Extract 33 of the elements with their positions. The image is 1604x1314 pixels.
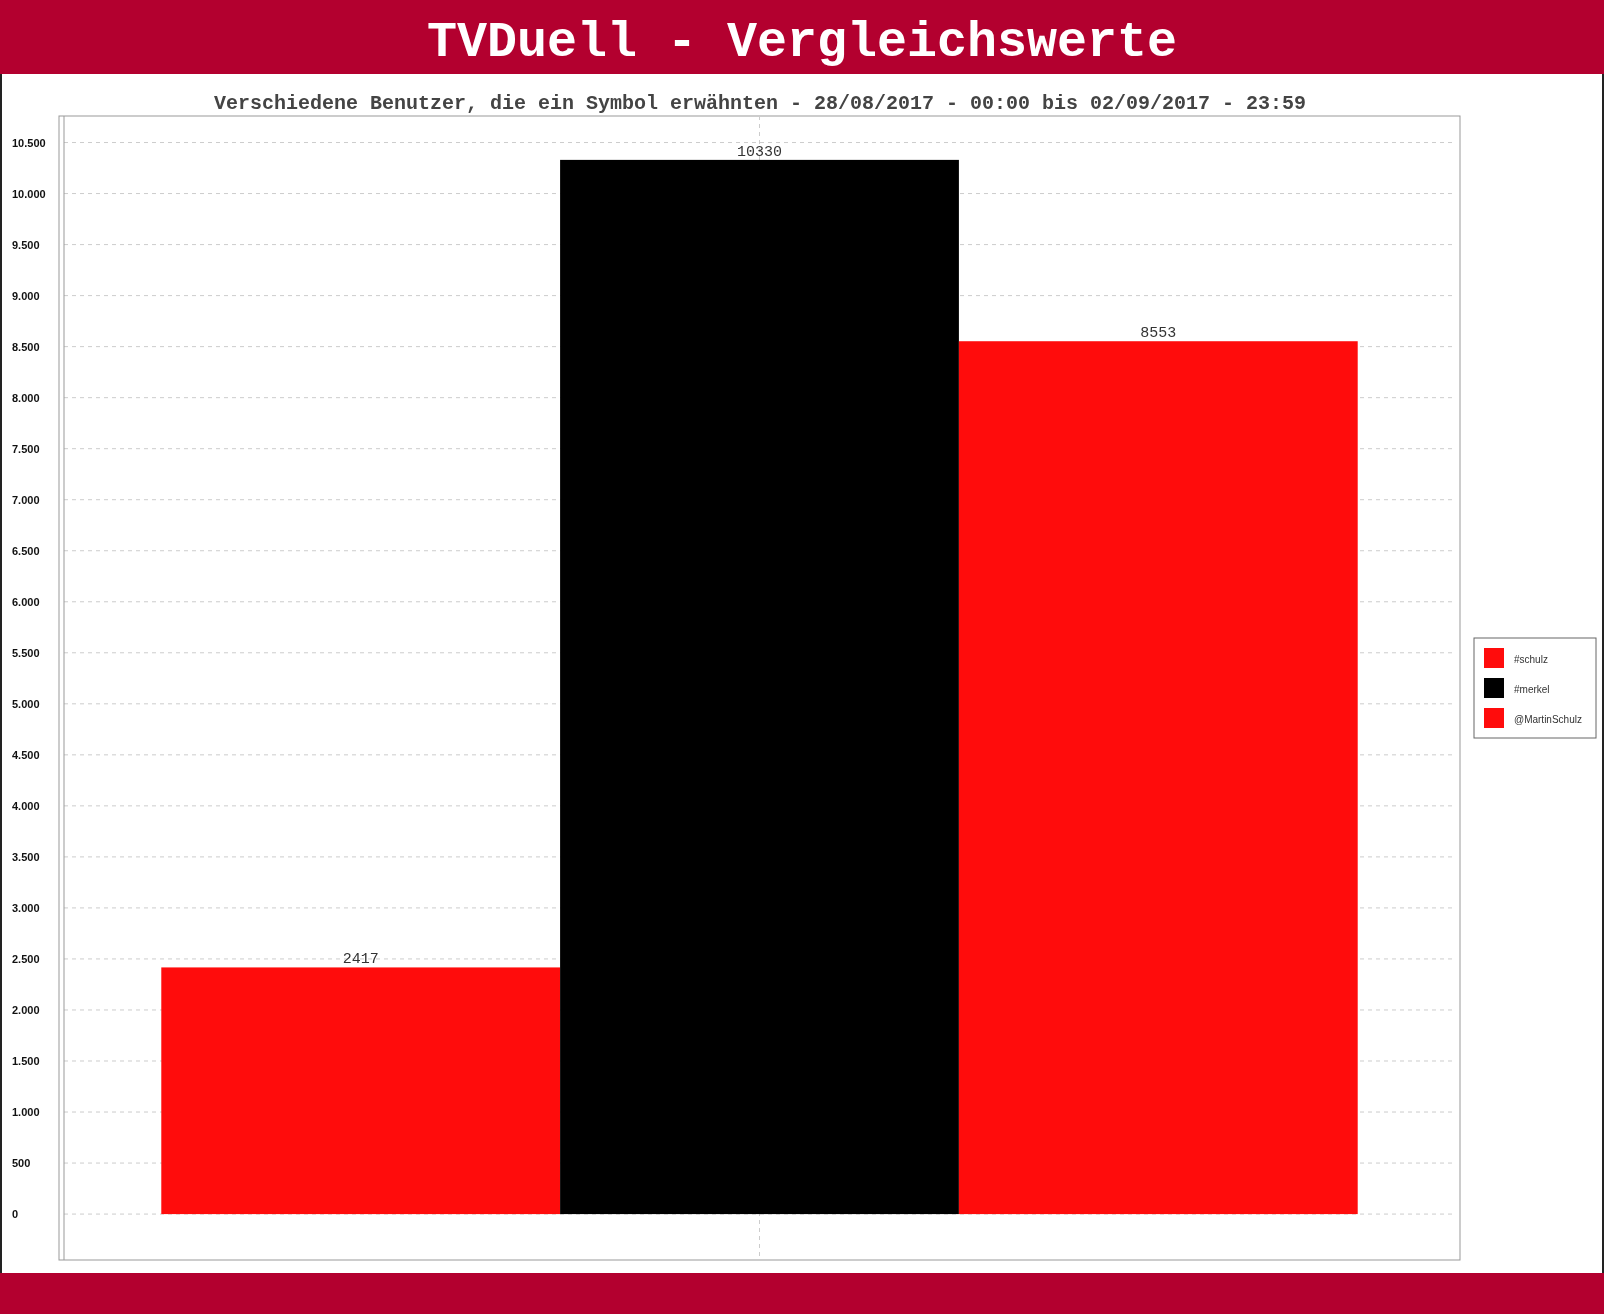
y-tick-label: 1.500 [12, 1055, 40, 1067]
legend-label: #merkel [1514, 684, 1550, 695]
data-label: 2417 [342, 951, 379, 969]
y-tick-label: 9.000 [12, 289, 40, 302]
y-tick-label: 7.500 [12, 442, 40, 455]
y-tick-label: 4.000 [12, 799, 40, 812]
legend-label: #schulz [1514, 654, 1548, 665]
y-tick-label: 500 [12, 1157, 31, 1170]
y-tick-label: 3.500 [12, 850, 40, 863]
data-label: 10330 [736, 143, 783, 161]
chart-subtitle: Verschiedene Benutzer, die ein Symbol erwähnten - 28/08/2017 - 00:00 bis 02/09/2017 - 23:59 [213, 92, 1307, 115]
y-tick-label: 4.500 [12, 748, 40, 761]
y-tick-label: 6.500 [12, 544, 40, 557]
y-tick-label: 10.000 [12, 187, 46, 200]
y-tick-label: 8.000 [12, 391, 40, 404]
y-tick-label: 6.000 [12, 595, 40, 608]
y-tick-label: 2.500 [12, 952, 40, 965]
bar [560, 159, 959, 1215]
y-tick-label: 0 [12, 1208, 19, 1221]
y-tick-label: 9.500 [12, 238, 40, 251]
y-tick-label: 5.000 [12, 697, 40, 710]
bar [958, 341, 1358, 1215]
y-tick-label: 2.000 [12, 1003, 40, 1016]
y-tick-label: 1.000 [12, 1106, 40, 1119]
y-tick-label: 3.000 [12, 901, 40, 914]
bar [161, 967, 561, 1215]
chart-title: TVDuell - Vergleichswerte [426, 14, 1178, 71]
data-label: 8553 [1140, 325, 1177, 343]
y-tick-label: 10.500 [12, 136, 46, 149]
legend-label: @MartinSchulz [1514, 714, 1582, 725]
y-tick-label: 7.000 [12, 493, 40, 506]
y-tick-label: 8.500 [12, 340, 40, 353]
y-tick-label: 5.500 [12, 646, 40, 659]
